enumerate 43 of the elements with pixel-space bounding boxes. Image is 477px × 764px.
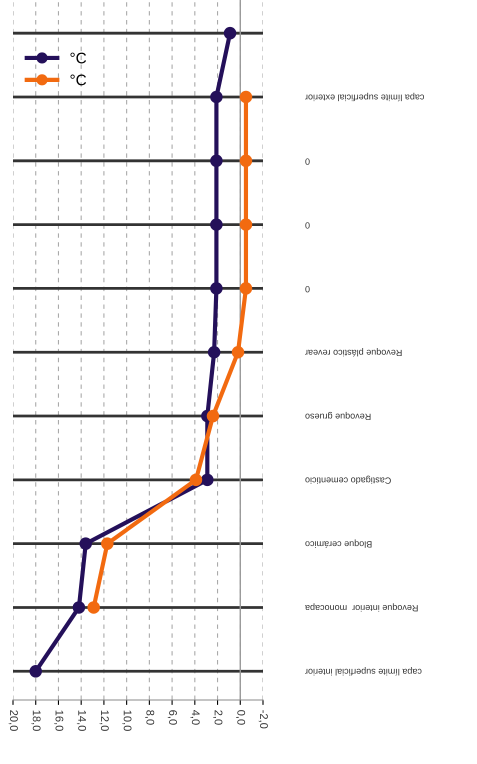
point: [72, 601, 86, 614]
x-tick-label: 8,0: [145, 710, 154, 725]
point: [240, 90, 252, 104]
point: [206, 410, 220, 422]
y-tick-label: Revoque plástico revear: [305, 348, 402, 356]
y-tick-label: 0: [305, 158, 310, 165]
point: [232, 346, 244, 358]
point: [224, 26, 236, 40]
point: [29, 665, 42, 678]
point: [208, 346, 220, 358]
point: [240, 218, 252, 231]
x-tick-label: 0,0: [236, 710, 246, 725]
point: [210, 90, 223, 104]
point: [210, 154, 223, 168]
x-tick-label: 18,0: [31, 710, 41, 731]
point: [87, 601, 100, 614]
x-tick-label: 20,0: [8, 710, 18, 731]
x-tick-label: 14,0: [76, 710, 86, 731]
x-tick-label: 6,0: [168, 710, 177, 725]
point: [190, 474, 202, 486]
point: [210, 282, 223, 295]
y-tick-label: Revoque interior monocapa: [304, 603, 418, 612]
y-tick-label: capa límite superficial exterior: [305, 92, 424, 102]
y-tick-label: Revoque grueso: [305, 412, 371, 420]
x-tick-label: -2,0: [258, 710, 268, 728]
x-tick-label: 12,0: [100, 710, 109, 731]
y-tick-label: Bloque cerámico: [305, 539, 372, 548]
point: [210, 218, 223, 231]
x-tick-label: 16,0: [54, 710, 64, 731]
x-tick-label: 10,0: [122, 710, 132, 731]
y-tick-label: Castigado cementicio: [305, 476, 391, 484]
x-tick-label: 2,0: [213, 710, 222, 725]
point: [201, 474, 214, 486]
point: [240, 154, 252, 168]
point: [240, 282, 252, 295]
point: [79, 537, 92, 550]
point: [101, 537, 114, 550]
x-tick-label: 4,0: [190, 710, 200, 725]
y-tick-label: 0: [305, 286, 310, 292]
legend-label: °C: [70, 52, 86, 64]
y-tick-label: 0: [305, 222, 310, 229]
legend-label: °C: [70, 74, 86, 86]
y-tick-label: capa límite superficial interior: [305, 667, 422, 676]
